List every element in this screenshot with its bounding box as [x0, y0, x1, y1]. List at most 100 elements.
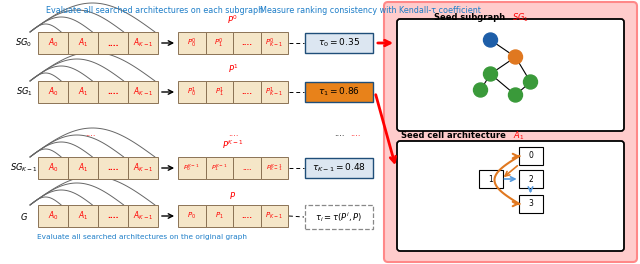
Text: Measure ranking consistency with Kendall-τ coefficient: Measure ranking consistency with Kendall…	[260, 6, 481, 15]
FancyBboxPatch shape	[128, 81, 158, 103]
FancyBboxPatch shape	[98, 32, 128, 54]
Text: $P_{K-1}$: $P_{K-1}$	[265, 211, 284, 221]
FancyBboxPatch shape	[518, 195, 543, 213]
Text: $P_0$: $P_0$	[188, 211, 196, 221]
FancyBboxPatch shape	[397, 141, 624, 251]
FancyBboxPatch shape	[178, 157, 205, 179]
FancyBboxPatch shape	[305, 158, 373, 178]
Text: Evaluate all searched architectures on each subgraph: Evaluate all searched architectures on e…	[47, 6, 264, 15]
Text: $A_1$: $A_1$	[77, 37, 88, 49]
Text: $\tau_0 = 0.35$: $\tau_0 = 0.35$	[318, 37, 360, 49]
Text: ....: ....	[228, 130, 238, 139]
Text: ....: ....	[108, 163, 119, 172]
Text: $P_0^{K-1}$: $P_0^{K-1}$	[184, 163, 200, 173]
Text: ....: ....	[242, 166, 252, 171]
Text: $P$: $P$	[230, 190, 237, 201]
Text: ....: ....	[349, 130, 360, 139]
Text: $\tau_{K-1} = 0.48$: $\tau_{K-1} = 0.48$	[312, 162, 366, 174]
Text: $\tau_i = \tau(P^i, P)$: $\tau_i = \tau(P^i, P)$	[316, 210, 362, 224]
Circle shape	[524, 75, 538, 89]
Text: $A_{K-1}$: $A_{K-1}$	[132, 210, 153, 222]
FancyBboxPatch shape	[68, 32, 98, 54]
FancyBboxPatch shape	[305, 33, 373, 53]
FancyBboxPatch shape	[233, 157, 260, 179]
Text: ....: ....	[84, 130, 95, 139]
Circle shape	[474, 83, 488, 97]
FancyBboxPatch shape	[98, 81, 128, 103]
Text: $A_0$: $A_0$	[47, 162, 58, 174]
FancyBboxPatch shape	[260, 205, 288, 227]
FancyBboxPatch shape	[38, 32, 68, 54]
FancyBboxPatch shape	[518, 170, 543, 188]
FancyBboxPatch shape	[233, 81, 260, 103]
Text: $A_0$: $A_0$	[47, 86, 58, 98]
FancyBboxPatch shape	[68, 205, 98, 227]
Text: ....: ....	[108, 87, 119, 97]
Text: 0: 0	[528, 152, 533, 161]
Text: $A_1$: $A_1$	[77, 162, 88, 174]
Circle shape	[483, 33, 497, 47]
FancyBboxPatch shape	[305, 82, 373, 102]
FancyBboxPatch shape	[128, 205, 158, 227]
FancyBboxPatch shape	[68, 81, 98, 103]
Text: $A_0$: $A_0$	[47, 210, 58, 222]
Text: $A_0$: $A_0$	[47, 37, 58, 49]
Text: $P^1$: $P^1$	[228, 63, 239, 75]
FancyBboxPatch shape	[178, 205, 205, 227]
Text: $P_1^0$: $P_1^0$	[214, 36, 224, 50]
Text: $A_1$: $A_1$	[77, 86, 88, 98]
FancyBboxPatch shape	[205, 205, 233, 227]
FancyBboxPatch shape	[397, 19, 624, 131]
Text: $A_{K-1}$: $A_{K-1}$	[132, 86, 153, 98]
Text: 2: 2	[528, 175, 533, 183]
FancyBboxPatch shape	[205, 32, 233, 54]
Text: $P_0^1$: $P_0^1$	[187, 85, 196, 99]
Text: ....: ....	[241, 89, 252, 95]
FancyBboxPatch shape	[233, 205, 260, 227]
Text: 3: 3	[528, 200, 533, 209]
Text: $SG_1$: $SG_1$	[511, 12, 529, 24]
Text: $A_1$: $A_1$	[513, 130, 525, 142]
Circle shape	[483, 67, 497, 81]
Circle shape	[509, 88, 522, 102]
FancyBboxPatch shape	[178, 81, 205, 103]
FancyBboxPatch shape	[518, 147, 543, 165]
Text: $\tau_1 = 0.86$: $\tau_1 = 0.86$	[318, 86, 360, 98]
FancyBboxPatch shape	[128, 32, 158, 54]
FancyBboxPatch shape	[260, 32, 288, 54]
Text: $SG_1$: $SG_1$	[15, 86, 33, 98]
FancyBboxPatch shape	[38, 81, 68, 103]
Text: $P^0$: $P^0$	[227, 14, 239, 26]
Text: 1: 1	[488, 175, 493, 183]
Text: $A_{K-1}$: $A_{K-1}$	[132, 162, 153, 174]
Text: ....: ....	[241, 40, 252, 46]
Text: $P^{K-1}$: $P^{K-1}$	[222, 139, 244, 151]
FancyBboxPatch shape	[384, 2, 637, 262]
FancyBboxPatch shape	[233, 32, 260, 54]
Text: $A_{K-1}$: $A_{K-1}$	[132, 37, 153, 49]
Circle shape	[509, 50, 522, 64]
FancyBboxPatch shape	[205, 81, 233, 103]
FancyBboxPatch shape	[260, 81, 288, 103]
Text: $P_{K-1}^1$: $P_{K-1}^1$	[265, 85, 284, 99]
Text: Seed subgraph: Seed subgraph	[435, 13, 509, 22]
FancyBboxPatch shape	[305, 205, 373, 229]
FancyBboxPatch shape	[205, 157, 233, 179]
FancyBboxPatch shape	[38, 157, 68, 179]
FancyBboxPatch shape	[68, 157, 98, 179]
FancyBboxPatch shape	[98, 157, 128, 179]
Text: $P_0^0$: $P_0^0$	[187, 36, 196, 50]
Text: $SG_{K-1}$: $SG_{K-1}$	[10, 162, 38, 174]
Text: ....: ....	[108, 211, 119, 220]
Text: $SG_0$: $SG_0$	[15, 37, 33, 49]
FancyBboxPatch shape	[260, 157, 288, 179]
Text: ....: ....	[108, 39, 119, 48]
FancyBboxPatch shape	[38, 205, 68, 227]
Text: Seed cell architecture: Seed cell architecture	[401, 131, 509, 140]
Text: Evaluate all searched architectures on the original graph: Evaluate all searched architectures on t…	[37, 234, 247, 240]
Text: ....: ....	[333, 130, 344, 139]
FancyBboxPatch shape	[479, 170, 502, 188]
Text: $G$: $G$	[20, 210, 28, 221]
Text: $P_1^{K-1}$: $P_1^{K-1}$	[211, 163, 228, 173]
Text: $P_{K-1}^0$: $P_{K-1}^0$	[265, 36, 284, 50]
